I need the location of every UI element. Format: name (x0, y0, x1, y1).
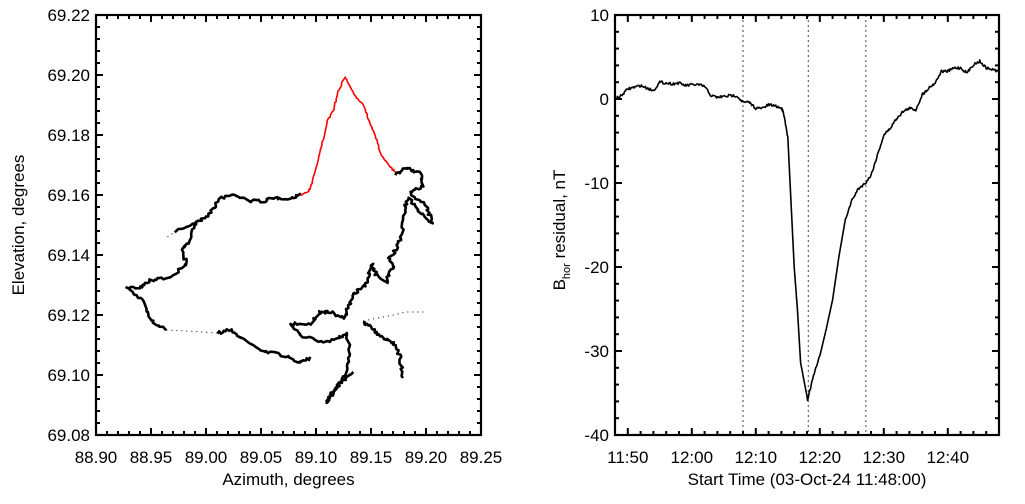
x-tick-label: 89.15 (350, 448, 393, 467)
trace-bhor-residual (614, 59, 1000, 402)
trace-track-gap-left (166, 329, 218, 334)
x-tick-label: 12:10 (735, 448, 778, 467)
trace-track-right (289, 166, 435, 405)
x-tick-label: 89.25 (460, 448, 503, 467)
y-tick-label: 10 (590, 6, 609, 25)
trace-track-highlight (300, 76, 398, 197)
plot-frame (94, 13, 483, 437)
bhor-residual-chart: 11:50 12:00 12:10 12:20 12:30 12:40 -40 -30 -20 -… (550, 6, 1001, 489)
y-tick-label: 69.14 (47, 246, 90, 265)
x-tick-label: 89.10 (295, 448, 338, 467)
x-axis-title: Start Time (03-Oct-24 11:48:00) (688, 470, 927, 489)
y-tick-label: -30 (584, 342, 609, 361)
y-axis-title-main: B (550, 279, 569, 290)
x-tick-label: 12:30 (863, 448, 906, 467)
y-tick-label: -20 (584, 258, 609, 277)
x-tick-label: 11:50 (607, 448, 648, 467)
y-tick-label: 69.18 (47, 126, 90, 145)
y-axis-title-rest: residual, nT (550, 170, 569, 264)
y-tick-label: 69.22 (47, 6, 90, 25)
x-tick-label: 88.90 (75, 448, 118, 467)
y-tick-label: 69.10 (47, 366, 90, 385)
x-tick-label: 12:40 (927, 448, 970, 467)
trace-track-right-branch (362, 320, 405, 379)
y-tick-label: 69.16 (47, 186, 90, 205)
trace-track-bottom (216, 327, 312, 364)
y-axis-title: Bhor residual, nT (550, 170, 573, 291)
x-tick-label: 88.95 (130, 448, 173, 467)
y-axis-title-subscript: hor (561, 263, 573, 279)
y-tick-label: 69.20 (47, 66, 90, 85)
x-tick-label: 89.20 (405, 448, 448, 467)
trace-track-left-side (125, 220, 198, 332)
y-tick-label: -40 (584, 426, 609, 445)
y-tick-label: 0 (600, 90, 609, 109)
x-tick-label: 89.05 (240, 448, 283, 467)
x-axis-title: Azimuth, degrees (222, 470, 354, 489)
x-tick-label: 12:00 (671, 448, 714, 467)
trace-track-gap-right (363, 311, 428, 322)
y-tick-label: -10 (584, 174, 609, 193)
trace-track-upper-left (173, 192, 302, 234)
azimuth-elevation-chart: 88.90 88.95 89.00 89.05 89.10 89.15 89.20 89.25… (9, 6, 502, 489)
y-axis-title: Elevation, degrees (9, 155, 28, 296)
y-tick-label: 69.12 (47, 306, 90, 325)
plot-frame (613, 13, 1001, 437)
trace-track-gap-start (167, 230, 177, 238)
y-tick-label: 69.08 (47, 426, 90, 445)
x-tick-label: 12:20 (799, 448, 842, 467)
x-tick-label: 89.00 (185, 448, 228, 467)
